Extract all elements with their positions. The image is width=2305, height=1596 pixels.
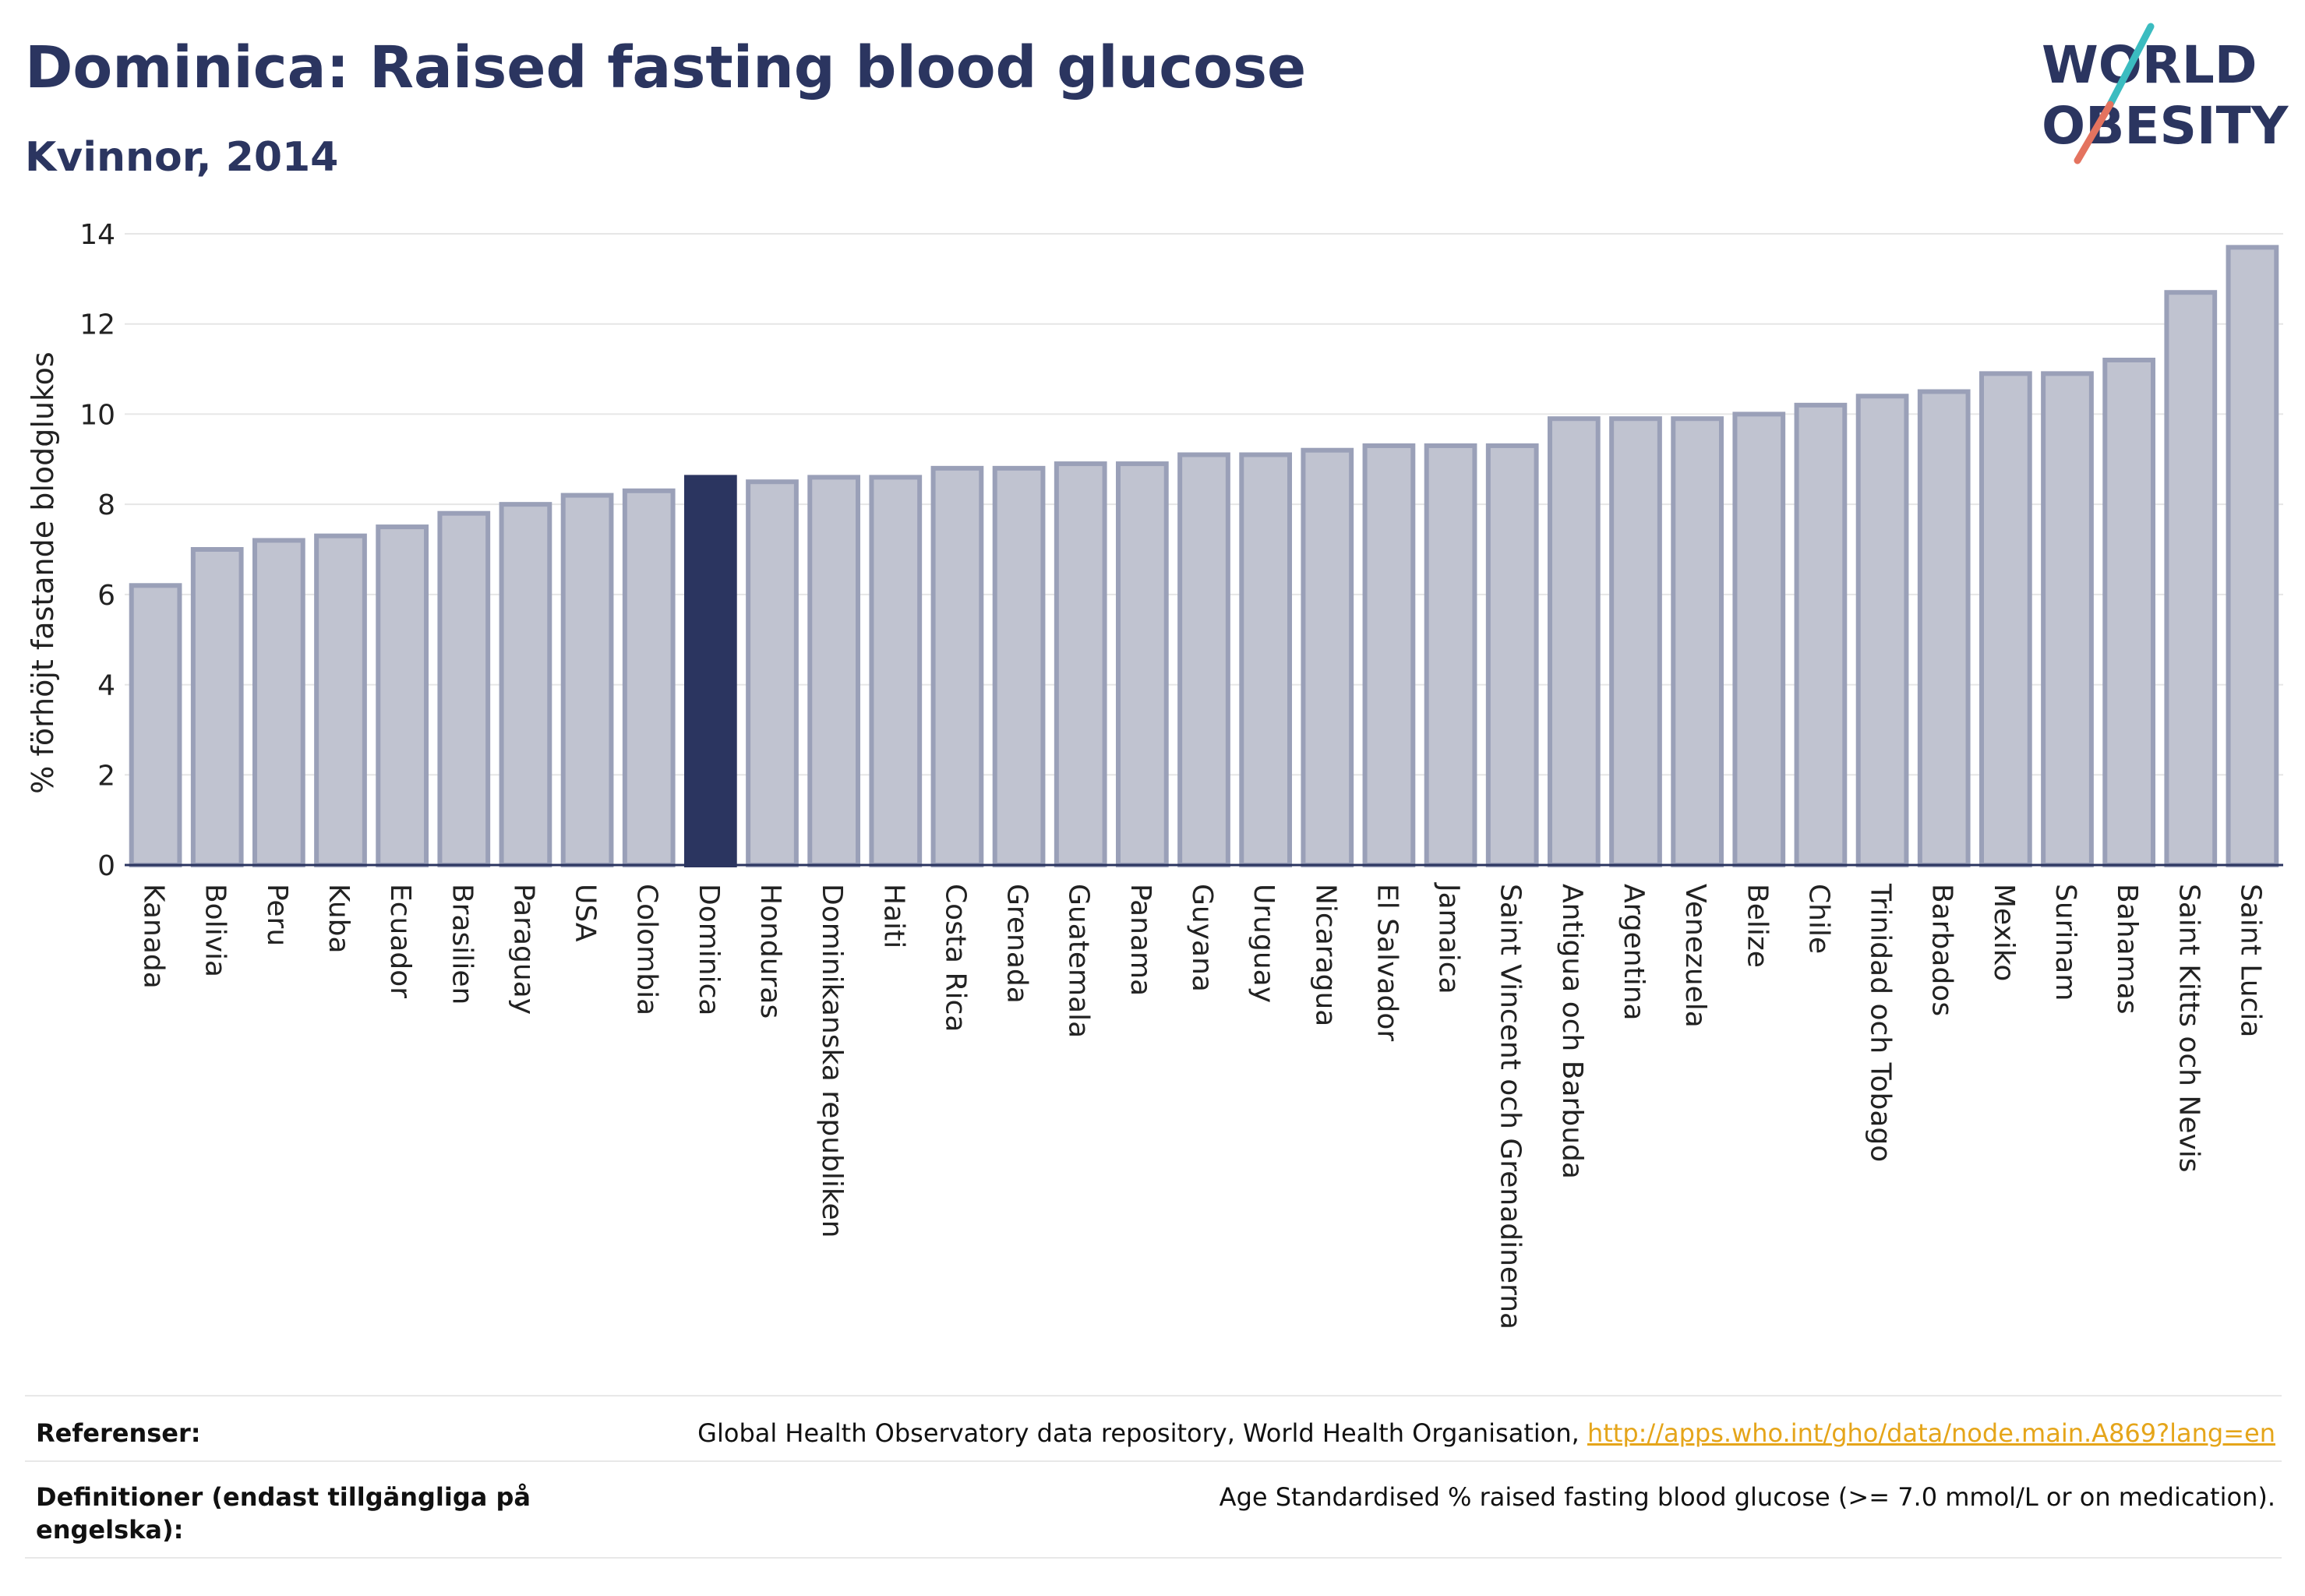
bar xyxy=(1485,443,1539,867)
logo-slash-coral-icon xyxy=(2074,101,2114,164)
x-tick-label: Bahamas xyxy=(2111,884,2143,1015)
bar xyxy=(622,488,676,867)
bar xyxy=(2164,290,2218,867)
bar xyxy=(1671,416,1724,867)
x-tick-label: Chile xyxy=(1802,884,1834,954)
bar xyxy=(1362,443,1416,867)
x-tick-label: Barbados xyxy=(1926,884,1958,1016)
x-tick-label: Argentina xyxy=(1618,884,1650,1021)
bar xyxy=(1978,371,2032,868)
bar xyxy=(992,465,1046,867)
logo-line1: WORLD xyxy=(2042,35,2257,95)
x-tick-label: Kuba xyxy=(323,884,355,954)
y-axis-label: % förhöjt fastande blodglukos xyxy=(26,351,60,793)
y-tick-label: 0 xyxy=(97,850,115,882)
bar xyxy=(930,465,984,867)
bar xyxy=(1177,452,1230,867)
bar xyxy=(1301,447,1354,867)
bar xyxy=(2102,358,2156,867)
x-tick-label: Nicaragua xyxy=(1309,884,1341,1026)
x-tick-label: Panama xyxy=(1124,884,1156,996)
x-tick-labels: Kanada Bolivia Peru Kuba Ecuador Brasilien Par… xyxy=(138,882,2267,1329)
x-tick-label: Venezuela xyxy=(1679,884,1711,1028)
x-tick-label: Colombia xyxy=(631,884,663,1015)
x-tick-label: Grenada xyxy=(1001,884,1033,1004)
x-tick-label: El Salvador xyxy=(1371,884,1403,1041)
bar xyxy=(129,583,182,867)
definitions-label: Definitioner (endast tillgängliga på eng… xyxy=(36,1482,531,1545)
x-tick-label: Jamaica xyxy=(1433,882,1465,994)
x-tick-label: Guatemala xyxy=(1063,884,1095,1038)
references-value: Global Health Observatory data repositor… xyxy=(697,1417,2275,1449)
x-tick-label: Uruguay xyxy=(1248,884,1280,1003)
logo-slash-teal-icon xyxy=(2106,23,2155,108)
x-tick-label: Dominikanska republiken xyxy=(816,884,848,1238)
x-tick-label: Brasilien xyxy=(446,884,478,1005)
y-tick-label: 2 xyxy=(97,760,115,792)
x-tick-label: Paraguay xyxy=(507,884,539,1015)
bar xyxy=(376,524,429,867)
y-tick-labels: 0 2 4 6 8 10 12 14 xyxy=(79,219,115,882)
x-tick-label: Kanada xyxy=(138,884,170,989)
bar xyxy=(437,510,491,867)
x-tick-label: Honduras xyxy=(754,884,786,1019)
x-tick-label: Ecuador xyxy=(384,884,416,998)
bar xyxy=(1424,443,1477,867)
bar xyxy=(1547,416,1601,867)
x-tick-label: Mexiko xyxy=(1988,884,2020,981)
footer-divider-top xyxy=(25,1395,2282,1396)
bar-chart: 0 2 4 6 8 10 12 14 Kanada Bolivia Peru Kuba Ecuador… xyxy=(26,219,2283,1329)
x-tick-label: Saint Kitts och Nevis xyxy=(2173,884,2204,1173)
bar xyxy=(1855,394,1909,867)
y-tick-label: 6 xyxy=(97,580,115,612)
x-tick-label: Saint Lucia xyxy=(2234,884,2266,1037)
x-tick-label: Guyana xyxy=(1186,884,1218,992)
x-tick-label: Antigua och Barbuda xyxy=(1556,884,1588,1179)
y-tick-label: 10 xyxy=(79,399,115,431)
bar xyxy=(190,547,244,867)
chart-subtitle: Kvinnor, 2014 xyxy=(25,134,339,181)
bar xyxy=(252,538,305,868)
bar xyxy=(1794,402,1848,867)
references-link[interactable]: http://apps.who.int/gho/data/node.main.A… xyxy=(1587,1418,2275,1448)
x-tick-label: Surinam xyxy=(2049,884,2081,1001)
world-obesity-logo: WORLD OBESITY xyxy=(2042,23,2289,164)
bar xyxy=(1054,461,1107,867)
bar xyxy=(1609,416,1662,867)
bar xyxy=(746,479,799,867)
bar xyxy=(807,475,861,868)
bar xyxy=(560,493,614,867)
x-tick-label: Bolivia xyxy=(199,884,231,977)
bar xyxy=(2226,245,2279,868)
y-tick-label: 12 xyxy=(79,309,115,341)
x-tick-label: Trinidad och Tobago xyxy=(1865,883,1897,1162)
footer-divider-bottom xyxy=(25,1557,2282,1559)
y-tick-label: 4 xyxy=(97,670,115,702)
bar xyxy=(2041,371,2094,868)
references-label: Referenser: xyxy=(36,1418,201,1448)
bars xyxy=(129,245,2279,868)
x-tick-label: USA xyxy=(570,884,602,942)
y-tick-label: 14 xyxy=(79,219,115,251)
footer-divider-middle xyxy=(25,1460,2282,1462)
bar xyxy=(869,475,923,868)
bar-highlight xyxy=(683,475,737,868)
x-tick-label: Haiti xyxy=(877,884,909,948)
bar xyxy=(1115,461,1169,867)
bar xyxy=(1732,411,1786,867)
definitions-value: Age Standardised % raised fasting blood … xyxy=(1219,1482,2275,1512)
x-tick-label: Belize xyxy=(1741,884,1773,968)
references-text: Global Health Observatory data repositor… xyxy=(697,1418,1587,1448)
x-tick-label: Saint Vincent och Grenadinerna xyxy=(1495,884,1527,1329)
chart-title: Dominica: Raised fasting blood glucose xyxy=(25,34,1307,101)
x-tick-label: Costa Rica xyxy=(939,884,971,1032)
bar xyxy=(1917,389,1971,867)
bar xyxy=(499,502,552,868)
y-tick-label: 8 xyxy=(97,489,115,521)
bar xyxy=(1239,452,1293,867)
bar xyxy=(314,533,367,868)
x-tick-label: Dominica xyxy=(693,884,725,1016)
x-tick-label: Peru xyxy=(261,884,293,946)
